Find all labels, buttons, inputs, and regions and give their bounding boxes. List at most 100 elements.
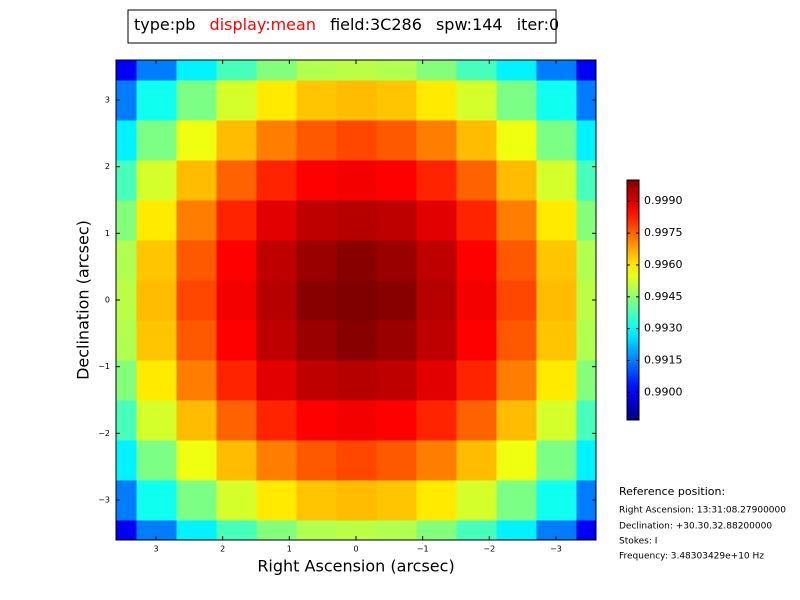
heatmap-cell [175, 159, 217, 201]
heatmap-cell [135, 79, 177, 121]
heatmap-cell [415, 319, 457, 361]
heatmap-cell [335, 79, 377, 121]
heatmap-cell [575, 359, 596, 401]
heatmap-cell [335, 199, 377, 241]
heatmap-cell [116, 239, 137, 281]
reference-line: Declination: +30.30.32.88200000 [619, 522, 772, 532]
heatmap-cell [116, 159, 137, 201]
y-tick-label: 2 [105, 162, 110, 171]
heatmap-cell [255, 119, 297, 161]
heatmap-cell [135, 199, 177, 241]
x-tick-label: 3 [153, 545, 158, 554]
heatmap-cell [335, 439, 377, 481]
heatmap-cell [415, 119, 457, 161]
heatmap-cell [255, 479, 297, 521]
heatmap-cell [215, 119, 257, 161]
heatmap-cell [116, 79, 137, 121]
x-tick-label: 1 [287, 545, 292, 554]
heatmap-cell [575, 79, 596, 121]
y-tick-label: 0 [105, 296, 110, 305]
y-tick-label: −3 [98, 496, 110, 505]
title-box [127, 9, 557, 44]
heatmap-cell [455, 199, 497, 241]
heatmap-cell [455, 60, 497, 81]
heatmap-cell [575, 199, 596, 241]
x-tick-label: −2 [483, 545, 495, 554]
heatmap-cell [295, 399, 337, 441]
heatmap-cell [135, 519, 177, 540]
heatmap-cell [415, 60, 457, 81]
heatmap-cell [295, 479, 337, 521]
heatmap-cell [375, 279, 417, 321]
heatmap-cell [535, 479, 577, 521]
heatmap-cell [175, 119, 217, 161]
heatmap-cell [375, 319, 417, 361]
reference-heading: Reference position: [619, 485, 725, 498]
colorbar-tick-label: 0.9960 [644, 258, 683, 271]
heatmap-cell [335, 479, 377, 521]
heatmap-cell [255, 519, 297, 540]
heatmap-cell [215, 319, 257, 361]
heatmap-cell [135, 279, 177, 321]
heatmap-cell [455, 79, 497, 121]
heatmap-cell [495, 119, 537, 161]
heatmap-cell [375, 199, 417, 241]
colorbar-tick-label: 0.9990 [644, 194, 683, 207]
heatmap-cell [455, 439, 497, 481]
heatmap-cell [175, 319, 217, 361]
heatmap-cell [535, 60, 577, 81]
heatmap-cell [495, 319, 537, 361]
heatmap-cell [255, 239, 297, 281]
colorbar-tick-label: 0.9975 [644, 226, 683, 239]
heatmap-cell [415, 519, 457, 540]
heatmap-cell [415, 479, 457, 521]
heatmap-cell [135, 319, 177, 361]
heatmap-cell [215, 479, 257, 521]
heatmap-cell [575, 439, 596, 481]
heatmap-cell [135, 399, 177, 441]
heatmap-cell [215, 359, 257, 401]
heatmap-cell [295, 79, 337, 121]
heatmap-cell [375, 399, 417, 441]
heatmap-cell [415, 359, 457, 401]
heatmap-cell [116, 119, 137, 161]
heatmap-cell [495, 439, 537, 481]
reference-line: Right Ascension: 13:31:08.27900000 [619, 506, 786, 516]
heatmap-cell [116, 199, 137, 241]
heatmap-cell [215, 79, 257, 121]
heatmap-cell [175, 519, 217, 540]
heatmap-cell [215, 439, 257, 481]
heatmap-cell [335, 319, 377, 361]
heatmap-cell [135, 60, 177, 81]
x-tick-label: 0 [353, 545, 358, 554]
heatmap-cell [255, 399, 297, 441]
title-part: type:pb [134, 15, 195, 34]
heatmap-cell [535, 159, 577, 201]
heatmap-cell [215, 399, 257, 441]
heatmap-cell [535, 119, 577, 161]
heatmap-cell [175, 439, 217, 481]
title-part: spw:144 [436, 15, 503, 34]
heatmap-cell [535, 519, 577, 540]
heatmap-cell [455, 279, 497, 321]
heatmap-cell [335, 359, 377, 401]
y-axis-label: Declination (arcsec) [74, 220, 93, 380]
x-tick-label: −1 [417, 545, 429, 554]
heatmap-cell [135, 439, 177, 481]
heatmap-cell [175, 399, 217, 441]
heatmap-cell [495, 199, 537, 241]
heatmap-cell [455, 239, 497, 281]
heatmap-cell [535, 439, 577, 481]
heatmap-cell [295, 359, 337, 401]
x-tick-label: −3 [550, 545, 562, 554]
y-tick-label: 3 [105, 96, 110, 105]
heatmap-cell [135, 359, 177, 401]
heatmap-cell [375, 60, 417, 81]
title-part: iter:0 [517, 15, 559, 34]
heatmap-cell [335, 399, 377, 441]
heatmap-cell [295, 519, 337, 540]
heatmap-cell [116, 279, 137, 321]
heatmap-cell [535, 279, 577, 321]
chart-title: type:pb display:mean field:3C286 spw:144… [134, 15, 559, 34]
x-axis-label: Right Ascension (arcsec) [257, 557, 454, 576]
